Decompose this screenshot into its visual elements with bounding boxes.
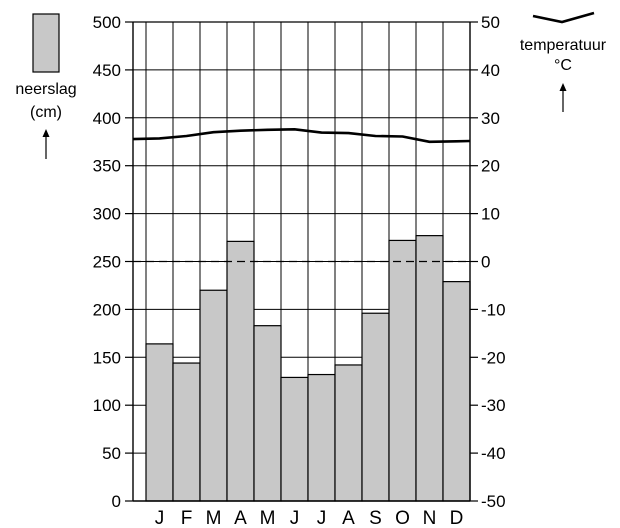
right-tick-label: 40 — [481, 61, 500, 80]
left-tick-label: 200 — [93, 300, 121, 319]
left-tick-label: 350 — [93, 157, 121, 176]
right-tick-label: -10 — [481, 300, 506, 319]
precip-bar — [307, 373, 336, 502]
precip-bar — [199, 289, 228, 502]
month-label: M — [260, 508, 276, 528]
right-tick-label: 10 — [481, 205, 500, 224]
precip-bar — [172, 362, 201, 502]
bars — [145, 235, 471, 502]
precip-bar — [145, 343, 174, 502]
right-tick-label: -50 — [481, 492, 506, 511]
right-tick-label: -20 — [481, 348, 506, 367]
month-label: F — [181, 508, 193, 528]
precip-bar — [280, 376, 309, 502]
precip-bar — [334, 364, 363, 502]
left-tick-label: 400 — [93, 109, 121, 128]
left-tick-label: 500 — [93, 13, 121, 32]
precip-bar — [442, 281, 471, 502]
month-label: N — [423, 508, 437, 528]
month-label: D — [450, 508, 464, 528]
month-label: O — [395, 508, 410, 528]
precip-bar — [253, 325, 282, 502]
vertical-grid — [145, 22, 444, 501]
right-axis-ticks: -50 -40 -30 -20 -10 0 10 20 30 40 50 — [470, 13, 506, 511]
right-tick-label: -40 — [481, 444, 506, 463]
left-axis-label-line1: neerslag — [15, 81, 76, 98]
right-tick-label: 50 — [481, 13, 500, 32]
month-label: J — [317, 508, 327, 528]
month-label: M — [206, 508, 222, 528]
left-tick-label: 450 — [93, 61, 121, 80]
precip-bar — [226, 240, 255, 502]
left-axis-arrow-icon — [42, 129, 50, 159]
left-axis-ticks: 0 50 100 150 200 250 300 350 400 450 500 — [93, 13, 133, 511]
left-tick-label: 150 — [93, 348, 121, 367]
month-label: A — [342, 508, 355, 528]
left-axis-label-line2: (cm) — [30, 104, 62, 121]
precip-legend-swatch — [32, 13, 60, 73]
month-label: A — [234, 508, 247, 528]
temp-legend-swatch — [532, 11, 595, 24]
left-tick-label: 100 — [93, 396, 121, 415]
left-tick-label: 250 — [93, 253, 121, 272]
precip-bar — [388, 239, 417, 502]
left-tick-label: 0 — [112, 492, 121, 511]
precip-bar — [361, 312, 390, 502]
right-tick-label: -30 — [481, 396, 506, 415]
right-tick-label: 0 — [481, 253, 490, 272]
left-tick-label: 50 — [102, 444, 121, 463]
right-tick-label: 20 — [481, 157, 500, 176]
month-label: S — [369, 508, 382, 528]
right-tick-label: 30 — [481, 109, 500, 128]
right-axis-label-line1: temperatuur — [520, 37, 607, 54]
temperature-line — [132, 128, 471, 144]
right-axis-arrow-icon — [559, 83, 567, 112]
right-axis-label-line2: °C — [554, 57, 572, 74]
month-label: J — [155, 508, 165, 528]
month-label: J — [290, 508, 300, 528]
left-tick-label: 300 — [93, 205, 121, 224]
temperature-series-line — [132, 128, 471, 144]
precip-bar — [415, 235, 444, 502]
